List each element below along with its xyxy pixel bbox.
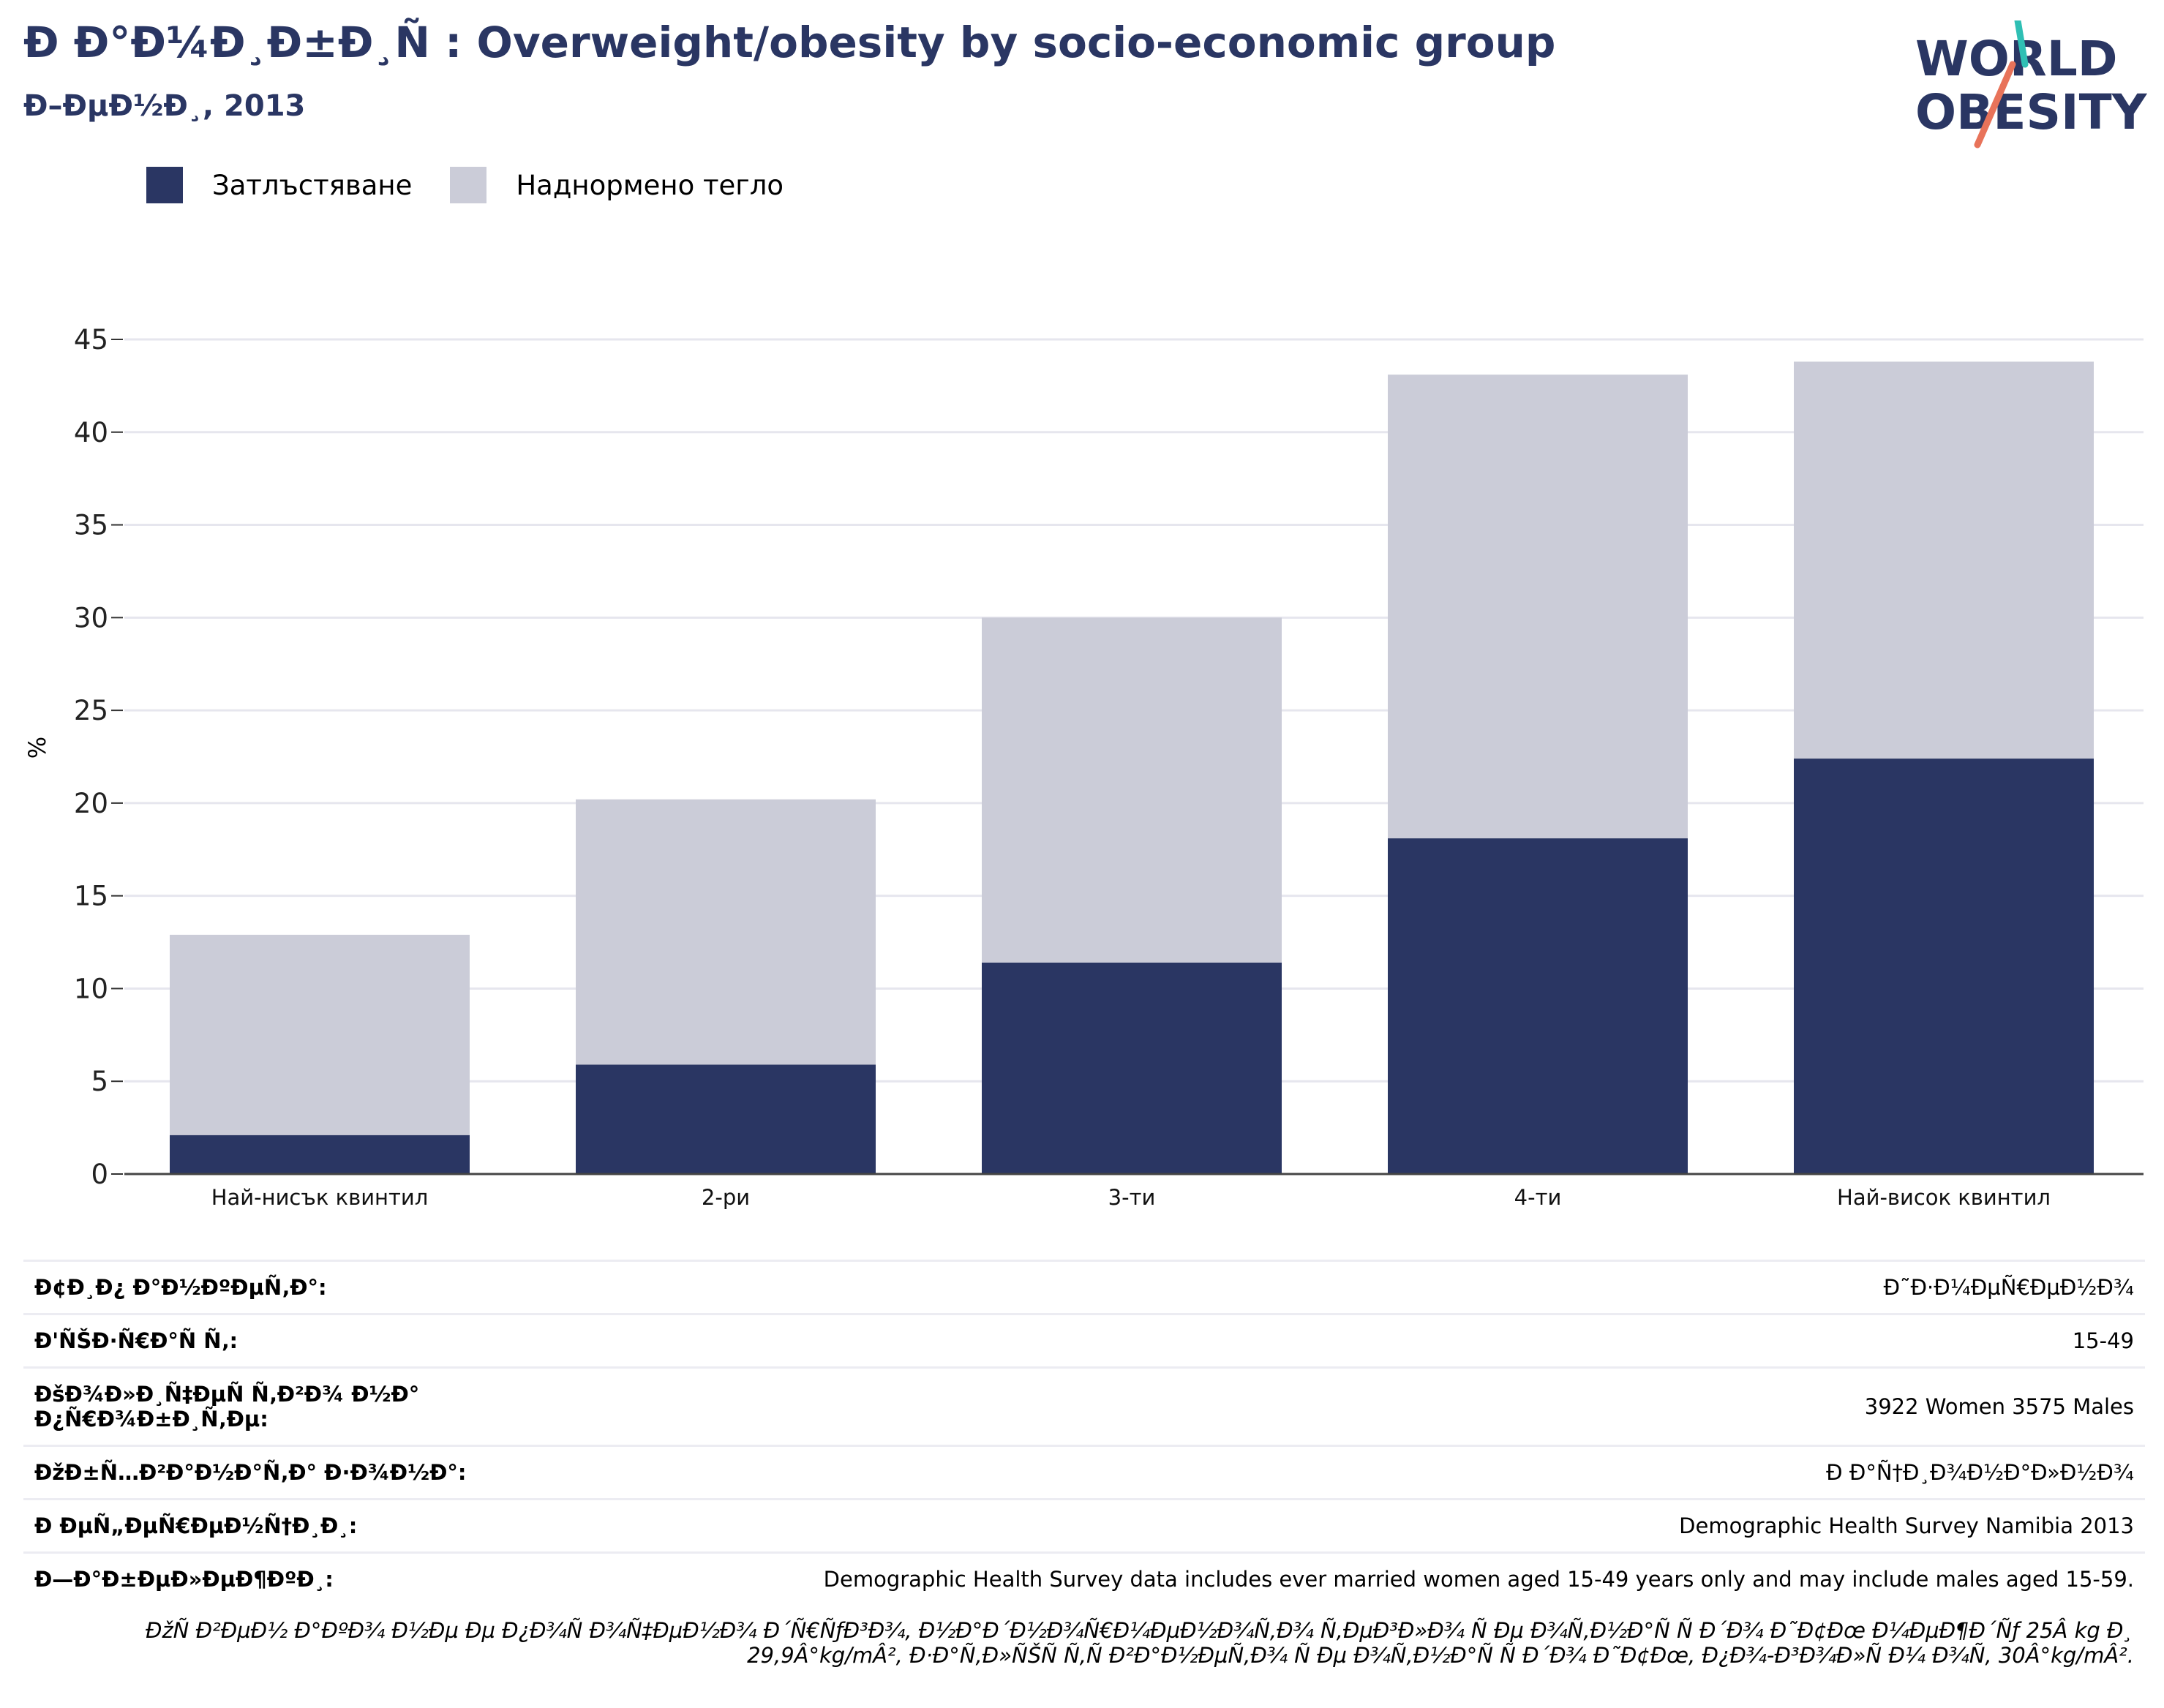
info-row-references: Ð ÐµÑ„ÐµÑ€ÐµÐ½Ñ†Ð¸Ð¸: Demographic Health… [23,1498,2145,1551]
svg-text:OBESITY: OBESITY [1915,84,2148,140]
bar-overweight [982,617,1282,963]
world-obesity-logo: WORLD OBESITY [1915,20,2148,148]
bar-obesity [576,1064,876,1174]
stacked-bar-chart: 0 5 10 15 20 25 30 35 40 45 Най-нисък квинтил 2-ри… [23,324,2144,1210]
info-value: Demographic Health Survey Namibia 2013 [1679,1513,2134,1538]
x-tick-label: Най-нисък квинтил [211,1185,429,1210]
x-axis-ticks: Най-нисък квинтил 2-ри 3-ти 4-ти Най-висок к… [211,1185,2051,1210]
bar-overweight [170,934,470,1135]
y-tick-label: 10 [74,973,108,1004]
page-title: Ð Ð°Ð¼Ð¸Ð±Ð¸Ñ : Overweight/obesity by so… [23,18,1556,67]
x-tick-label: 4-ти [1514,1185,1562,1210]
y-tick-label: 15 [74,881,108,912]
bar-overweight [1388,375,1688,839]
y-tick-label: 25 [74,695,108,726]
bar-overweight [1794,361,2094,759]
x-tick-label: 3-ти [1108,1185,1156,1210]
chart-bars [124,361,2144,1175]
legend-swatch-overweight [450,167,487,203]
y-tick-label: 5 [91,1066,108,1097]
info-label: ÐžÐ±Ñ…Ð²Ð°Ð½Ð°Ñ‚Ð° Ð·Ð¾Ð½Ð°: [34,1460,467,1485]
bar-obesity [1794,759,2094,1174]
info-label: Ð¢Ð¸Ð¿ Ð°Ð½ÐºÐµÑ‚Ð°: [34,1275,327,1300]
x-tick-label: 2-ри [702,1185,750,1210]
page-subtitle: Ð–ÐµÐ½Ð¸, 2013 [23,89,306,123]
y-tick-label: 0 [91,1159,108,1190]
y-tick-label: 20 [74,788,108,819]
info-row-area-covered: ÐžÐ±Ñ…Ð²Ð°Ð½Ð°Ñ‚Ð° Ð·Ð¾Ð½Ð°: Ð Ð°Ñ†Ð¸Ð¾Ð… [23,1445,2145,1498]
legend-item-obesity: Затлъстяване [146,167,412,203]
info-row-sample-size: ÐšÐ¾Ð»Ð¸Ñ‡ÐµÑ Ñ‚Ð²Ð¾ Ð½Ð° Ð¿Ñ€Ð¾Ð±Ð¸Ñ‚Ðµ… [23,1366,2145,1445]
info-label: Ð ÐµÑ„ÐµÑ€ÐµÐ½Ñ†Ð¸Ð¸: [34,1513,358,1538]
legend-swatch-obesity [146,167,183,203]
info-label: Ð'ÑŠÐ·Ñ€Ð°Ñ Ñ‚: [34,1328,238,1353]
info-value: 3922 Women 3575 Males [1864,1394,2134,1419]
definition-note: ÐžÑ Ð²ÐµÐ½ Ð°ÐºÐ¾ Ð½Ðµ Ðµ Ð¿Ð¾Ñ Ð¾Ñ‡ÐµÐ½… [145,1618,2134,1668]
logo-coral-stroke [1974,61,2016,148]
legend-label-obesity: Затлъстяване [212,169,413,201]
info-row-notes: Ð—Ð°Ð±ÐµÐ»ÐµÐ¶ÐºÐ¸: Demographic Health S… [23,1551,2145,1605]
y-axis-ticks: 0 5 10 15 20 25 30 35 40 45 [74,324,123,1190]
bar-obesity [982,962,1282,1174]
info-value: 15-49 [2072,1328,2134,1353]
bar-overweight [576,799,876,1065]
chart-legend: Затлъстяване Наднормено тегло [146,167,822,203]
info-row-age: Ð'ÑŠÐ·Ñ€Ð°Ñ Ñ‚: 15-49 [23,1313,2145,1366]
info-value: Demographic Health Survey data includes … [823,1567,2134,1592]
info-value: Ð˜Ð·Ð¼ÐµÑ€ÐµÐ½Ð¾ [1883,1275,2134,1300]
bar-obesity [170,1135,470,1174]
y-axis-label: % [23,737,51,759]
y-tick-label: 45 [74,324,108,355]
y-tick-label: 30 [74,602,108,633]
info-value: Ð Ð°Ñ†Ð¸Ð¾Ð½Ð°Ð»Ð½Ð¾ [1826,1460,2134,1485]
logo-teal-stroke [2014,20,2029,68]
legend-label-overweight: Наднормено тегло [516,169,784,201]
y-tick-label: 35 [74,510,108,541]
info-label: ÐšÐ¾Ð»Ð¸Ñ‡ÐµÑ Ñ‚Ð²Ð¾ Ð½Ð° Ð¿Ñ€Ð¾Ð±Ð¸Ñ‚Ðµ… [34,1382,420,1432]
bar-obesity [1388,838,1688,1174]
info-row-survey-type: Ð¢Ð¸Ð¿ Ð°Ð½ÐºÐµÑ‚Ð°: Ð˜Ð·Ð¼ÐµÑ€ÐµÐ½Ð¾ [23,1260,2145,1313]
info-label: Ð—Ð°Ð±ÐµÐ»ÐµÐ¶ÐºÐ¸: [34,1567,334,1592]
svg-text:WORLD: WORLD [1915,31,2118,87]
info-table: Ð¢Ð¸Ð¿ Ð°Ð½ÐºÐµÑ‚Ð°: Ð˜Ð·Ð¼ÐµÑ€ÐµÐ½Ð¾ Ð'… [23,1260,2145,1681]
legend-item-overweight: Наднормено тегло [450,167,784,203]
y-tick-label: 40 [74,417,108,448]
x-tick-label: Най-висок квинтил [1837,1185,2051,1210]
